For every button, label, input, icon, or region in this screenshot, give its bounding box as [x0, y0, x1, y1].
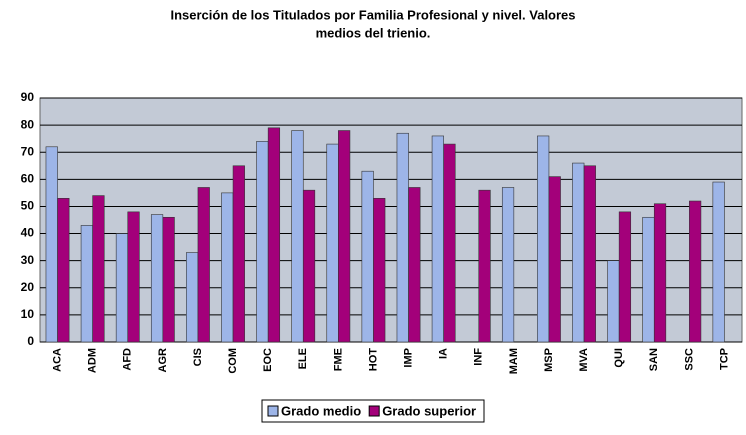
bar [186, 252, 199, 343]
x-tick-label: FME [332, 348, 344, 371]
y-tick-label: 20 [21, 280, 35, 294]
x-tick-label: ELE [297, 348, 309, 369]
bar [537, 135, 550, 343]
chart-title: medios del trienio. [316, 25, 431, 40]
legend-swatch [368, 405, 380, 417]
bar [607, 260, 620, 343]
x-tick-label: EOC [262, 348, 274, 372]
x-tick-label: INF [473, 348, 485, 366]
y-tick-label: 50 [21, 199, 35, 213]
bar [57, 198, 70, 343]
bar [45, 146, 58, 343]
y-tick-label: 40 [21, 226, 35, 240]
bar [197, 187, 210, 343]
chart-title: Inserción de los Titulados por Familia P… [170, 7, 575, 22]
x-tick-label: SSC [683, 348, 695, 371]
bar [478, 189, 491, 343]
x-tick-label: ACA [51, 348, 63, 372]
x-tick-label: MAM [508, 348, 520, 374]
bar [80, 225, 93, 343]
y-tick-label: 90 [21, 90, 35, 104]
bar [162, 216, 175, 343]
bar [572, 162, 585, 343]
x-tick-label: IMP [402, 348, 414, 368]
x-tick-label: AFD [122, 348, 134, 371]
bar [256, 141, 269, 343]
plot-area [39, 97, 743, 343]
bar [373, 198, 386, 343]
bar [642, 216, 655, 343]
x-tick-label: QUI [613, 348, 625, 368]
x-tick-label: AGR [157, 348, 169, 373]
x-tick-label: HOT [367, 348, 379, 372]
x-tick-label: ADM [87, 348, 99, 373]
bar [712, 181, 725, 343]
x-tick-label: TCP [718, 348, 730, 370]
x-tick-label: SAN [648, 348, 660, 371]
bar [501, 187, 515, 343]
bar [267, 127, 281, 343]
bar [150, 214, 164, 343]
bar [115, 233, 129, 343]
legend-label: Grado superior [382, 403, 476, 418]
x-tick-label: MSP [543, 348, 555, 372]
bar [326, 143, 339, 343]
bar [92, 195, 105, 343]
x-tick-label: CIS [192, 348, 204, 366]
bar [361, 170, 374, 343]
bar [443, 143, 456, 343]
legend-swatch [267, 405, 279, 417]
x-tick-label: IA [438, 348, 450, 359]
y-tick-label: 30 [21, 253, 35, 267]
bar [653, 203, 667, 343]
y-tick-label: 70 [21, 144, 35, 158]
bar [396, 132, 409, 343]
bar [689, 200, 702, 343]
bar [583, 165, 596, 343]
bar [302, 189, 316, 343]
y-tick-label: 10 [21, 307, 35, 321]
bar [291, 130, 304, 343]
y-tick-label: 80 [21, 117, 35, 131]
y-tick-label: 0 [27, 334, 34, 348]
bar [431, 135, 444, 343]
legend-label: Grado medio [281, 403, 361, 418]
bar [232, 165, 245, 343]
bar [548, 176, 561, 343]
y-tick-label: 60 [21, 172, 35, 186]
bar [408, 187, 421, 343]
bar [221, 192, 234, 343]
bar [618, 211, 632, 343]
x-tick-label: MVA [578, 348, 590, 372]
bar [127, 211, 140, 343]
bar [338, 130, 351, 343]
x-tick-label: COM [227, 348, 239, 374]
